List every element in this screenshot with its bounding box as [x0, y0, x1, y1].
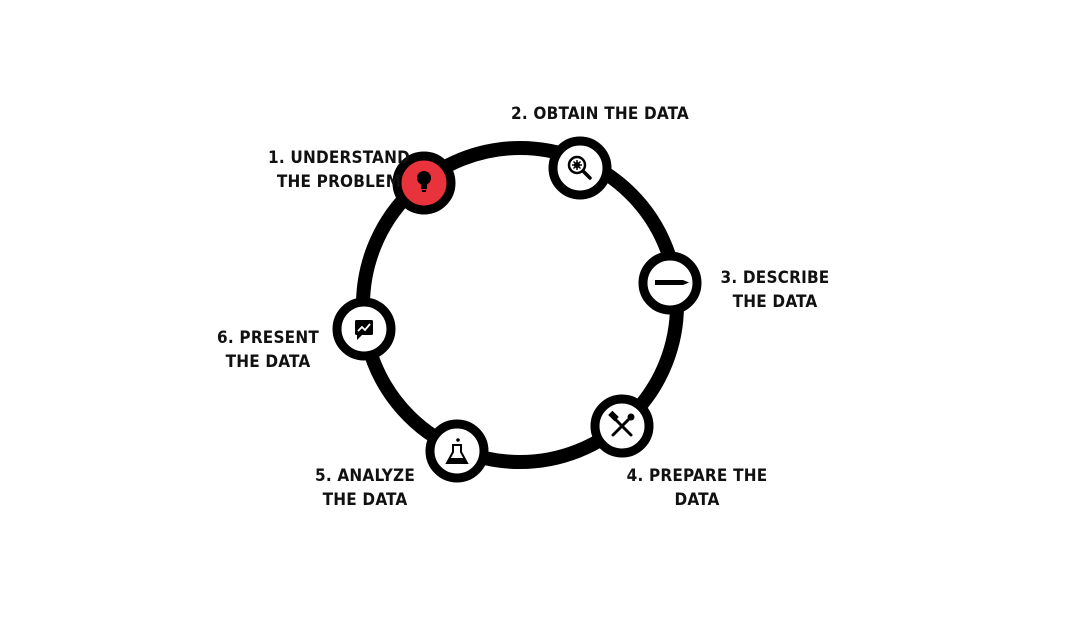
- tools-icon: [608, 410, 635, 437]
- step-5-label-line2: THE DATA: [322, 490, 408, 510]
- step-5-node[interactable]: [425, 419, 489, 483]
- step-3-label-line1: 3. DESCRIBE: [720, 268, 830, 288]
- step-4-label-line2: DATA: [674, 490, 720, 510]
- step-2-node[interactable]: [548, 136, 612, 200]
- pencil-icon: [655, 280, 689, 285]
- step-3-label: 3. DESCRIBE THE DATA: [721, 266, 830, 314]
- step-6-label-line1: 6. PRESENT: [217, 328, 319, 348]
- lightbulb-icon: [417, 171, 431, 192]
- step-4-label: 4. PREPARE THE DATA: [627, 464, 768, 512]
- step-3-label-line2: THE DATA: [732, 292, 818, 312]
- step-6-node[interactable]: [332, 297, 396, 361]
- flask-icon: [445, 438, 469, 464]
- step-5-label-line1: 5. ANALYZE: [315, 466, 415, 486]
- step-1-label: 1. UNDERSTAND THE PROBLEM: [268, 146, 410, 194]
- step-1-node[interactable]: [392, 151, 456, 215]
- step-1-label-line1: 1. UNDERSTAND: [268, 148, 410, 168]
- step-4-label-line1: 4. PREPARE THE: [626, 466, 768, 486]
- step-5-label: 5. ANALYZE THE DATA: [315, 464, 415, 512]
- step-2-label-line1: 2. OBTAIN THE DATA: [511, 104, 689, 124]
- step-6-label-line2: THE DATA: [225, 352, 311, 372]
- chart-message-icon: [355, 320, 373, 340]
- step-3-node[interactable]: [638, 251, 702, 315]
- magnifier-gear-icon: [567, 155, 592, 180]
- step-6-label: 6. PRESENT THE DATA: [217, 326, 319, 374]
- step-4-node[interactable]: [590, 394, 654, 458]
- step-1-label-line2: THE PROBLEM: [276, 172, 402, 192]
- step-2-label: 2. OBTAIN THE DATA: [511, 102, 689, 126]
